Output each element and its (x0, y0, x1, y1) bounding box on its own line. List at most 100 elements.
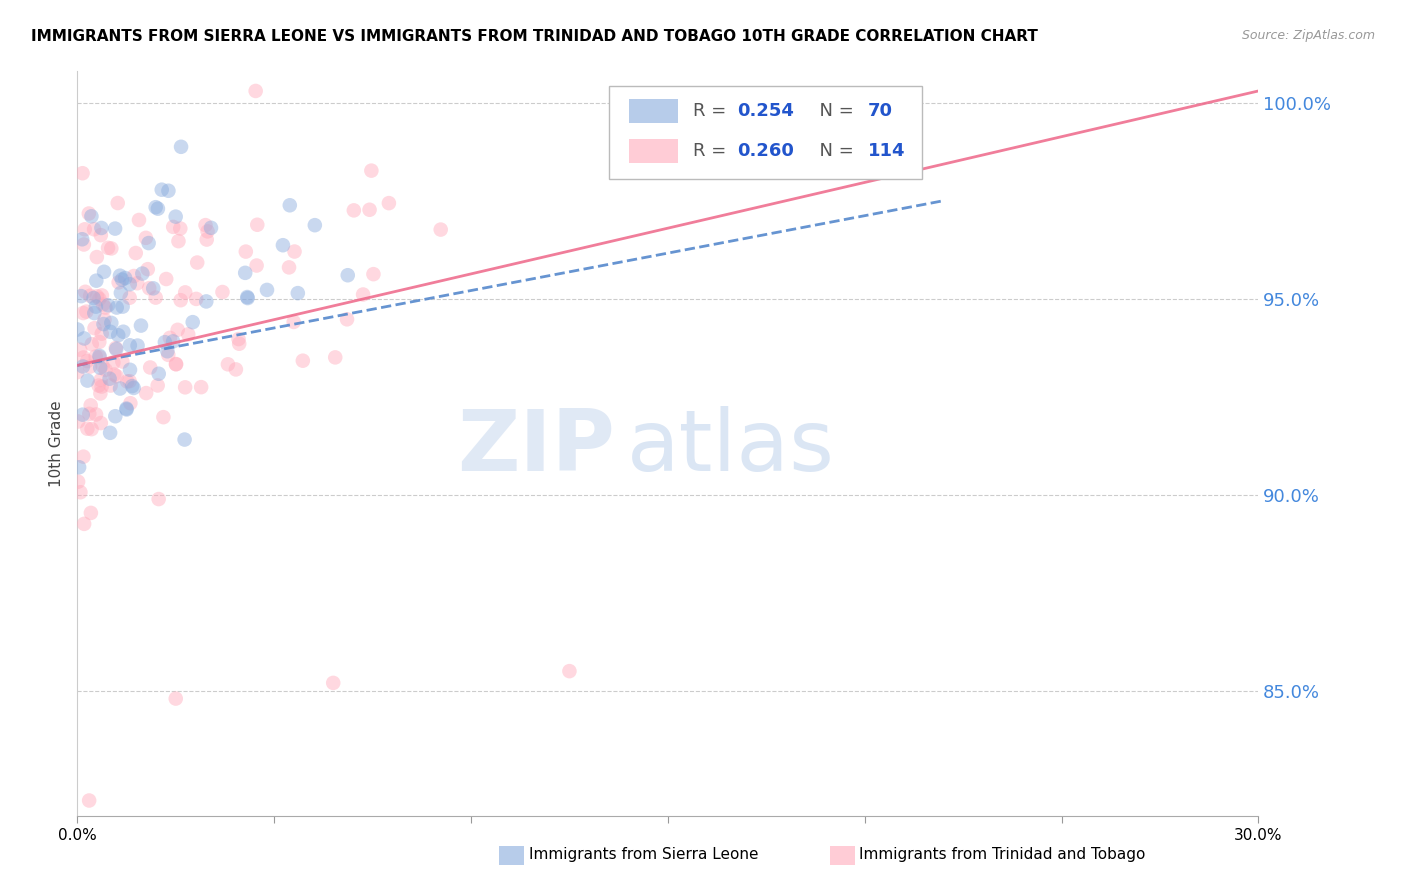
Point (322, 676, 344, 690)
Point (80, 422, 103, 436)
Point (80, 506, 103, 520)
Point (84, 350, 107, 364)
Point (142, 281, 165, 295)
Point (166, 323, 188, 337)
Point (287, 286, 309, 301)
Point (118, 363, 141, 377)
Point (79, 359, 101, 374)
Point (80, 337, 103, 351)
Point (114, 271, 136, 285)
Point (291, 353, 314, 368)
Point (165, 691, 187, 706)
Point (236, 291, 259, 305)
FancyBboxPatch shape (628, 99, 679, 123)
Point (145, 291, 167, 305)
Point (111, 300, 134, 314)
Point (108, 268, 131, 283)
Point (165, 357, 187, 371)
Point (278, 198, 301, 212)
Point (66, 365, 89, 379)
Point (336, 312, 359, 326)
Text: atlas: atlas (627, 406, 835, 489)
Point (135, 386, 157, 401)
Point (89, 350, 111, 364)
Point (89, 292, 111, 306)
Point (186, 292, 208, 306)
Y-axis label: 10th Grade: 10th Grade (49, 401, 65, 487)
Point (70, 232, 93, 246)
Point (100, 316, 122, 330)
Point (118, 374, 141, 388)
Point (104, 341, 127, 355)
Point (195, 294, 218, 309)
Point (186, 255, 208, 269)
Text: Immigrants from Sierra Leone: Immigrants from Sierra Leone (529, 847, 758, 862)
Point (211, 285, 233, 299)
Point (118, 277, 141, 292)
Point (304, 218, 326, 232)
Point (165, 357, 187, 371)
Point (73, 237, 96, 252)
Text: 0.260: 0.260 (738, 142, 794, 160)
Point (108, 382, 131, 396)
Point (103, 368, 125, 382)
Text: 70: 70 (868, 102, 893, 120)
Point (233, 266, 256, 280)
Point (118, 291, 141, 305)
Point (138, 235, 160, 250)
Point (89, 360, 111, 375)
Point (93, 312, 115, 326)
FancyBboxPatch shape (609, 87, 922, 179)
Point (125, 246, 148, 260)
Point (165, 210, 187, 224)
Point (77, 206, 100, 220)
Point (89, 334, 111, 349)
Point (100, 242, 122, 256)
Point (195, 233, 218, 247)
Point (90, 416, 112, 430)
Text: IMMIGRANTS FROM SIERRA LEONE VS IMMIGRANTS FROM TRINIDAD AND TOBAGO 10TH GRADE C: IMMIGRANTS FROM SIERRA LEONE VS IMMIGRAN… (31, 29, 1038, 44)
Point (83, 222, 105, 236)
Point (86, 289, 108, 303)
Point (66, 322, 89, 336)
Point (79, 289, 101, 303)
Point (136, 262, 159, 277)
Point (91, 359, 114, 373)
Point (67, 460, 90, 475)
Point (194, 218, 217, 232)
Point (76, 422, 98, 436)
Point (352, 287, 374, 301)
Point (169, 221, 191, 235)
Point (155, 272, 177, 286)
Point (97, 298, 120, 312)
Point (200, 220, 222, 235)
Point (72, 351, 94, 365)
Point (115, 401, 138, 416)
Point (157, 348, 180, 362)
Point (135, 231, 157, 245)
Point (360, 163, 382, 178)
Point (84, 300, 107, 314)
Point (77, 793, 100, 807)
Point (72, 408, 94, 422)
Point (174, 380, 197, 394)
Text: R =: R = (693, 102, 731, 120)
Point (245, 84, 267, 98)
Text: ZIP: ZIP (457, 406, 614, 489)
Point (83, 306, 105, 320)
Point (90, 373, 112, 387)
Point (90, 221, 112, 235)
Point (283, 244, 305, 259)
Point (190, 380, 212, 394)
Point (67, 475, 90, 489)
Point (256, 283, 278, 297)
Point (79, 407, 101, 421)
Point (173, 433, 195, 447)
Point (148, 367, 170, 381)
Point (170, 140, 193, 154)
Point (104, 221, 127, 235)
Point (104, 409, 127, 424)
Point (558, 664, 581, 678)
Point (111, 354, 134, 368)
Point (86, 250, 108, 264)
